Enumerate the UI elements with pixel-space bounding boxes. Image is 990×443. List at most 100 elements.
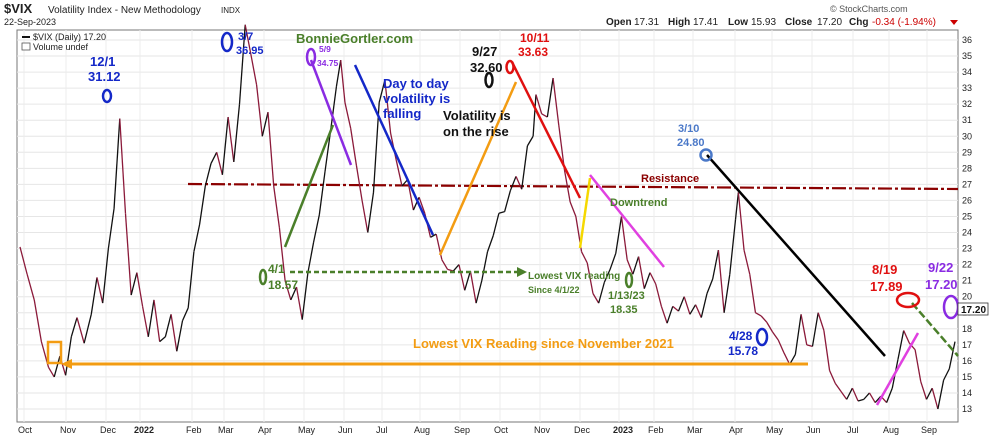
price-segment <box>914 349 922 382</box>
lowest-reading-arrow <box>517 267 527 277</box>
price-segment <box>307 242 315 273</box>
price-segment <box>535 94 543 114</box>
nov-2021-low-box <box>46 340 63 365</box>
price-segment <box>637 256 645 289</box>
price-segment <box>47 366 55 378</box>
price-segment <box>863 392 870 400</box>
y-tick-label: 15 <box>962 372 972 382</box>
marker-3-10 <box>699 148 713 162</box>
trend-orange-up <box>438 81 518 256</box>
price-segment <box>164 314 172 337</box>
price-segment <box>777 339 785 354</box>
price-segment <box>26 274 35 301</box>
price-segment <box>181 307 189 322</box>
y-tick-label: 31 <box>962 115 972 125</box>
x-tick-label: Jul <box>847 425 859 435</box>
price-segment <box>823 330 831 371</box>
ann-5-9-date: 5/9 <box>319 44 331 54</box>
x-axis: Oct Nov Dec 2022 Feb Mar Apr May Jun Jul Aug Sep Oct… <box>18 425 937 435</box>
price-segment <box>295 286 303 320</box>
price-segment <box>141 306 149 337</box>
ann-8-19-date: 8/19 <box>872 262 897 277</box>
price-segment <box>64 336 72 376</box>
ann-12-1-date: 12/1 <box>90 54 115 69</box>
price-segment <box>475 280 483 304</box>
price-segment <box>486 235 494 252</box>
marker-3-7 <box>220 31 234 53</box>
chart-date: 22-Sep-2023 <box>4 17 56 27</box>
price-segment <box>811 312 819 347</box>
y-tick-label: 25 <box>962 211 972 221</box>
marker-8-19 <box>895 291 921 309</box>
price-segment <box>766 322 774 333</box>
price-segment <box>33 299 43 342</box>
x-tick-label: Dec <box>100 425 117 435</box>
price-segment <box>312 214 320 243</box>
x-tick-label: Mar <box>687 425 703 435</box>
price-segment <box>677 296 685 312</box>
y-tick-label: 35 <box>962 51 972 61</box>
price-segment <box>609 253 617 270</box>
price-segment <box>210 152 218 164</box>
x-tick-label: Nov <box>534 425 551 435</box>
ann-5-9-value: 34.75 <box>317 58 339 68</box>
price-segment <box>828 370 836 384</box>
price-segment <box>643 272 651 289</box>
price-segment <box>335 59 342 87</box>
price-badge-text: 17.20 <box>961 305 986 316</box>
price-segment <box>937 379 945 410</box>
price-segment <box>626 259 634 275</box>
price-segment <box>221 116 229 175</box>
ohlc-high-label: High <box>668 17 690 28</box>
price-segment <box>503 190 511 212</box>
plot-area <box>16 29 959 423</box>
price-segment <box>846 387 853 400</box>
price-segment <box>521 145 529 190</box>
marker-10-11 <box>505 59 515 75</box>
price-segment <box>255 84 263 137</box>
price-segment <box>136 272 144 307</box>
y-tick-label: 27 <box>962 179 972 189</box>
legend-series: $VIX (Daily) 17.20 <box>33 32 106 42</box>
price-segment <box>925 387 933 400</box>
marker-4-28 <box>755 327 769 347</box>
price-segment <box>102 248 110 304</box>
x-tick-label: Apr <box>729 425 743 435</box>
price-segment <box>546 77 554 118</box>
price-segment <box>412 196 420 211</box>
y-axis: 1314151617181920212223242526272829303132… <box>962 35 972 414</box>
marker-9-27 <box>484 71 494 89</box>
price-segment <box>874 395 882 404</box>
x-tick-label: Apr <box>258 425 272 435</box>
price-segment <box>318 171 326 215</box>
ann-day-to-day-1: Day to day <box>383 76 450 91</box>
ann-9-22-date: 9/22 <box>928 260 953 275</box>
price-segment <box>806 344 813 348</box>
price-segment <box>324 129 332 172</box>
price-segment <box>868 392 876 403</box>
ann-3-7-date: 3/7 <box>238 31 253 43</box>
price-segment <box>729 219 737 275</box>
ann-12-1-value: 31.12 <box>88 69 121 84</box>
price-segment <box>526 135 534 147</box>
price-segment <box>176 320 184 352</box>
price-segment <box>452 264 460 272</box>
price-segment <box>569 201 577 217</box>
ann-4-28-date: 4/28 <box>729 329 753 343</box>
price-segment <box>481 251 489 281</box>
price-segment <box>278 227 286 281</box>
trend-magenta-down <box>589 174 665 268</box>
price-segment <box>147 299 155 337</box>
ann-1-13-23-date: 1/13/23 <box>608 290 645 302</box>
instrument-name: Volatility Index - New Methodology <box>48 5 201 16</box>
price-segment <box>70 317 78 337</box>
annotations: 12/1 31.12 3/7 36.95 5/9 34.75 BonnieGor… <box>88 31 958 358</box>
ohlc-close-label: Close <box>785 17 813 28</box>
price-segment <box>216 152 224 175</box>
price-segment <box>290 286 298 301</box>
gridlines <box>17 30 958 422</box>
price-segment <box>378 79 386 103</box>
price-segment <box>395 160 403 187</box>
y-tick-label: 36 <box>962 35 972 45</box>
